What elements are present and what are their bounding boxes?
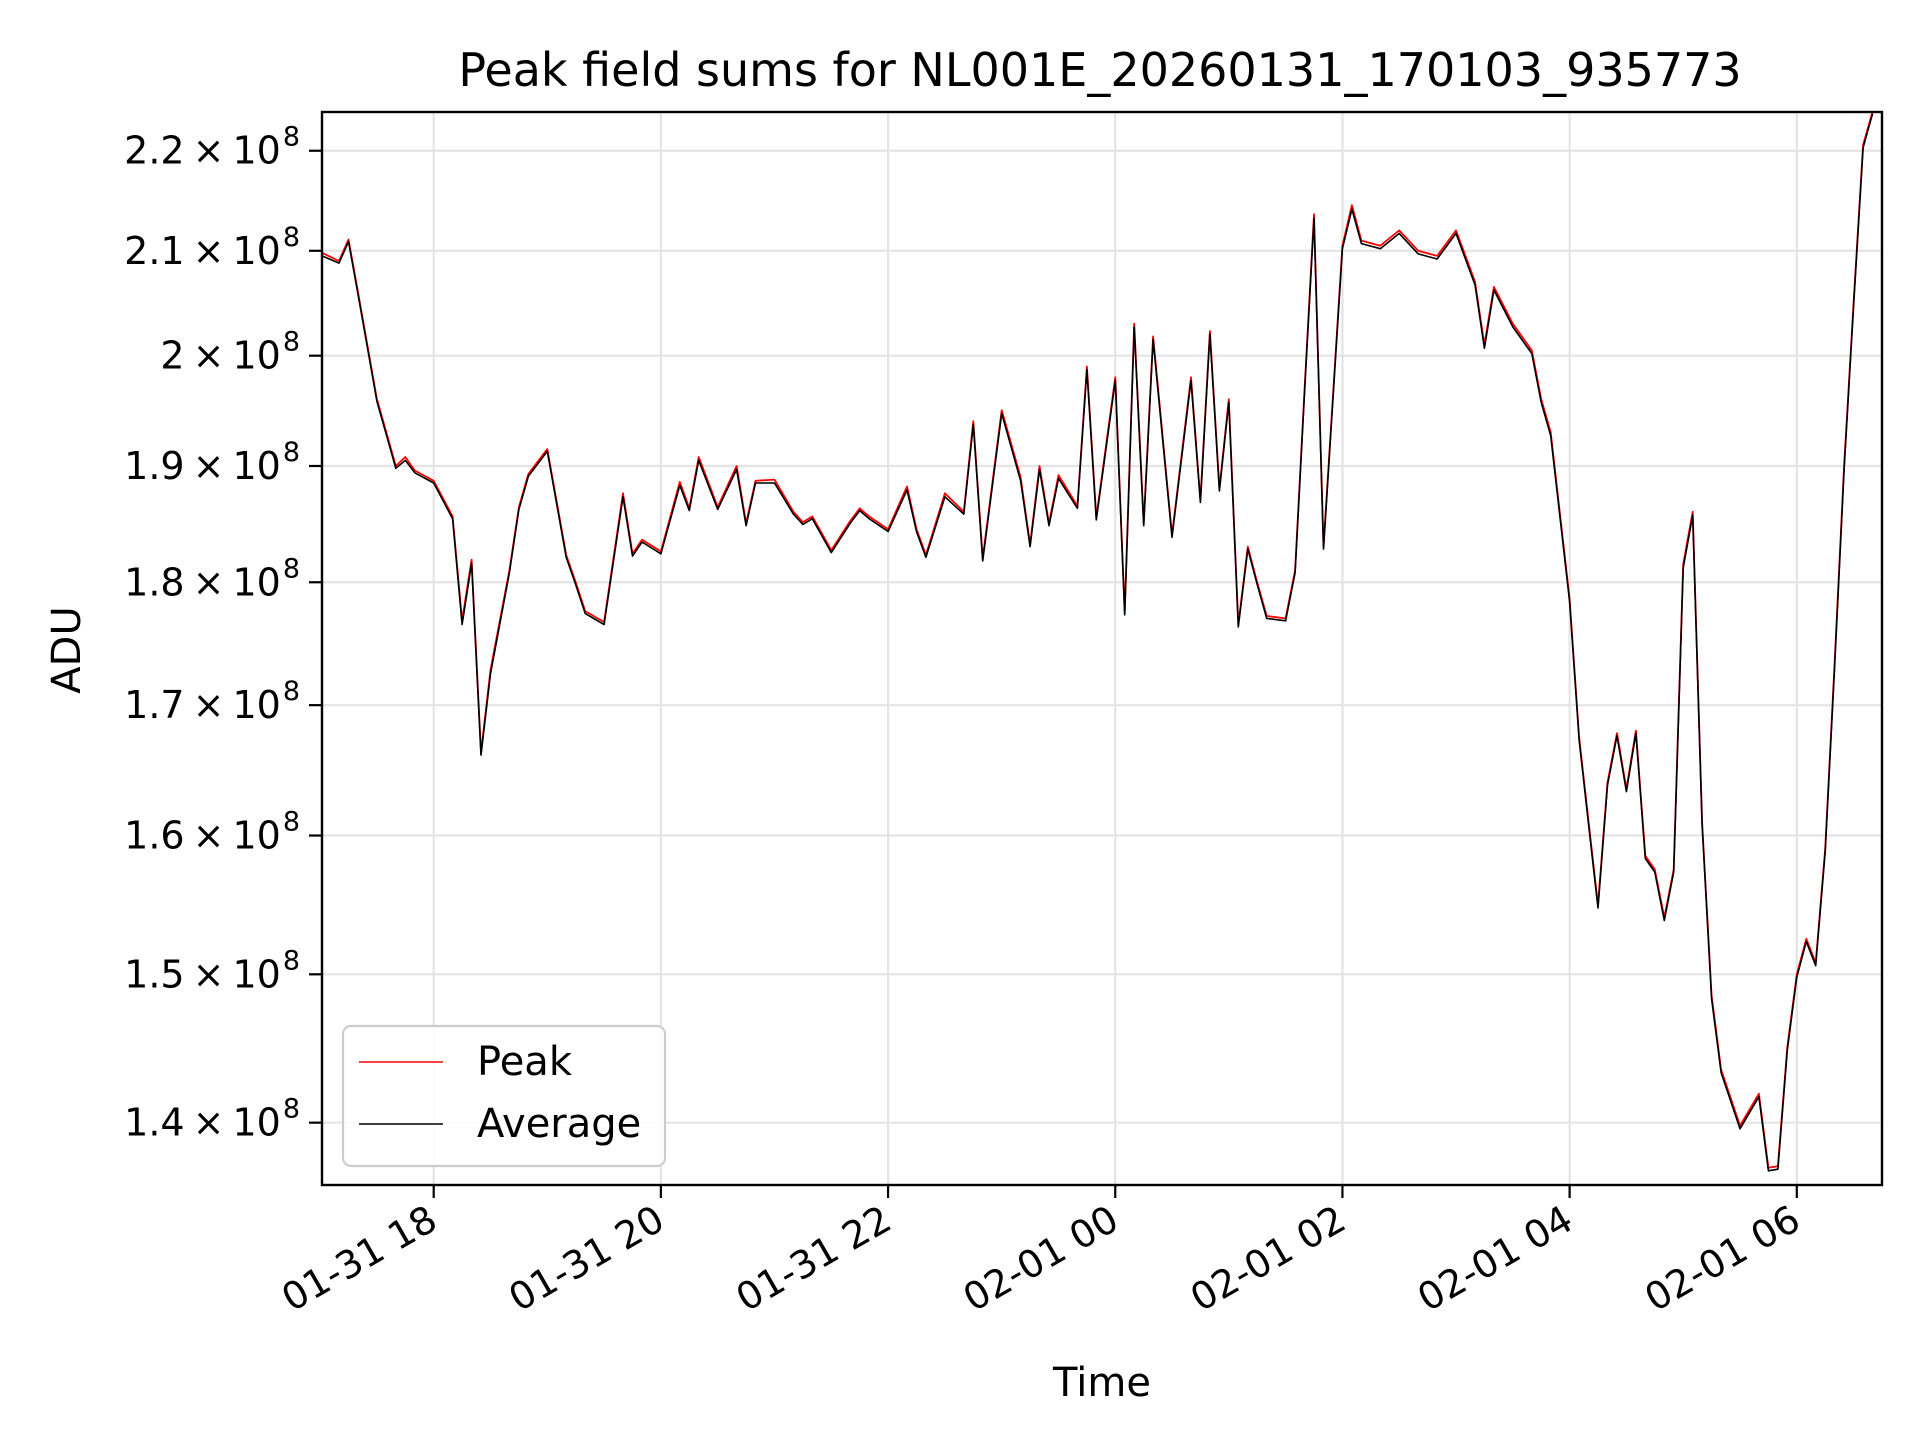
series-line-average	[322, 113, 1874, 1172]
y-tick-times: ×	[193, 814, 225, 858]
y-tick-times: ×	[193, 683, 225, 727]
plot-frame	[320, 110, 1884, 1187]
y-tick-mantissa: 1.6	[124, 814, 184, 858]
y-tick-exp: 8	[283, 327, 300, 358]
y-tick-base: 10	[232, 129, 280, 173]
y-tick-label: 2 × 108	[160, 327, 300, 378]
y-tick-base: 10	[232, 229, 280, 273]
legend-peak-label: Peak	[477, 1039, 573, 1085]
y-tick-base: 10	[232, 560, 280, 604]
y-tick-exp: 8	[283, 553, 300, 584]
legend-average-label: Average	[477, 1101, 641, 1147]
y-tick-exp: 8	[283, 122, 300, 153]
chart-title: Peak field sums for NL001E_20260131_1701…	[458, 43, 1741, 97]
y-tick-mantissa: 1.4	[124, 1101, 184, 1145]
y-tick-exp: 8	[283, 222, 300, 253]
y-tick-label: 1.5 × 108	[124, 945, 300, 996]
y-tick-label: 2.2 × 108	[124, 122, 300, 173]
y-tick-label: 1.9 × 108	[124, 437, 300, 488]
y-tick-exp: 8	[283, 945, 300, 976]
y-tick-times: ×	[193, 560, 225, 604]
y-tick-times: ×	[193, 444, 225, 488]
grid	[322, 112, 1882, 1185]
y-tick-times: ×	[193, 129, 225, 173]
y-tick-mantissa: 1.5	[124, 952, 184, 996]
y-tick-base: 10	[232, 1101, 280, 1145]
y-tick-base: 10	[232, 683, 280, 727]
y-tick-times: ×	[193, 952, 225, 996]
y-tick-mantissa: 2	[160, 334, 184, 378]
y-tick-exp: 8	[283, 807, 300, 838]
y-tick-exp: 8	[283, 676, 300, 707]
y-tick-mantissa: 2.2	[124, 129, 184, 173]
y-tick-mantissa: 1.8	[124, 560, 184, 604]
y-tick-mantissa: 2.1	[124, 229, 184, 273]
series-layer	[322, 112, 1874, 1172]
y-tick-times: ×	[193, 334, 225, 378]
y-tick-exp: 8	[283, 437, 300, 468]
y-tick-exp: 8	[283, 1094, 300, 1125]
y-tick-mantissa: 1.9	[124, 444, 184, 488]
legend-box	[341, 1024, 667, 1168]
y-tick-label: 2.1 × 108	[124, 222, 300, 273]
y-tick-times: ×	[193, 1101, 225, 1145]
y-tick-base: 10	[232, 952, 280, 996]
legend: Peak Average	[341, 1024, 667, 1168]
y-tick-label: 1.4 × 108	[124, 1094, 300, 1145]
y-tick-label: 1.8 × 108	[124, 553, 300, 604]
y-tick-times: ×	[193, 229, 225, 273]
y-tick-mantissa: 1.7	[124, 683, 184, 727]
y-tick-base: 10	[232, 444, 280, 488]
y-tick-base: 10	[232, 814, 280, 858]
y-tick-label: 1.7 × 108	[124, 676, 300, 727]
y-axis-label: ADU	[44, 606, 90, 693]
y-tick-base: 10	[232, 334, 280, 378]
y-tick-label: 1.6 × 108	[124, 807, 300, 858]
x-axis-label: Time	[1052, 1360, 1151, 1406]
